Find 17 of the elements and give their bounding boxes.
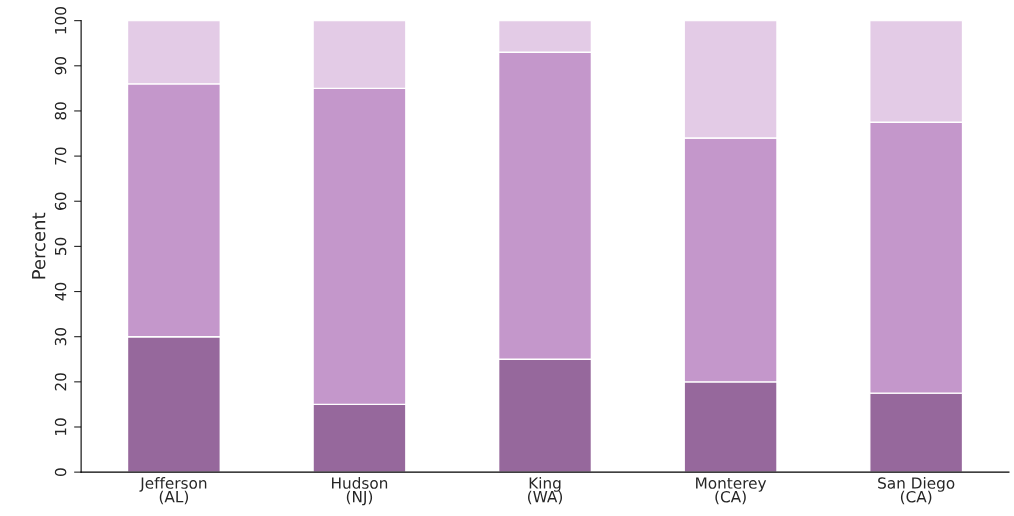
y-axis-title: Percent <box>32 212 46 279</box>
x-tick-label: King (WA) <box>528 477 563 505</box>
y-tick-label: 90 <box>54 57 67 75</box>
y-tick-label: 50 <box>54 237 67 255</box>
x-tick-label: Jefferson (AL) <box>139 477 207 505</box>
y-tick-label: 80 <box>54 102 67 120</box>
y-tick-label: 30 <box>54 327 67 346</box>
x-tick-label: San Diego (CA) <box>878 477 955 505</box>
y-tick-label: 100 <box>54 7 67 34</box>
y-tick-label: 70 <box>54 147 67 165</box>
x-tick-label: Hudson (NJ) <box>332 477 388 506</box>
y-tick-label: 0 <box>54 468 67 476</box>
y-tick-label: 10 <box>54 418 67 436</box>
y-tick-label: 60 <box>54 192 67 210</box>
y-tick-label: 20 <box>54 373 67 391</box>
y-tick-label: 40 <box>54 282 67 301</box>
x-tick-label: Monterey (CA) <box>696 477 767 505</box>
